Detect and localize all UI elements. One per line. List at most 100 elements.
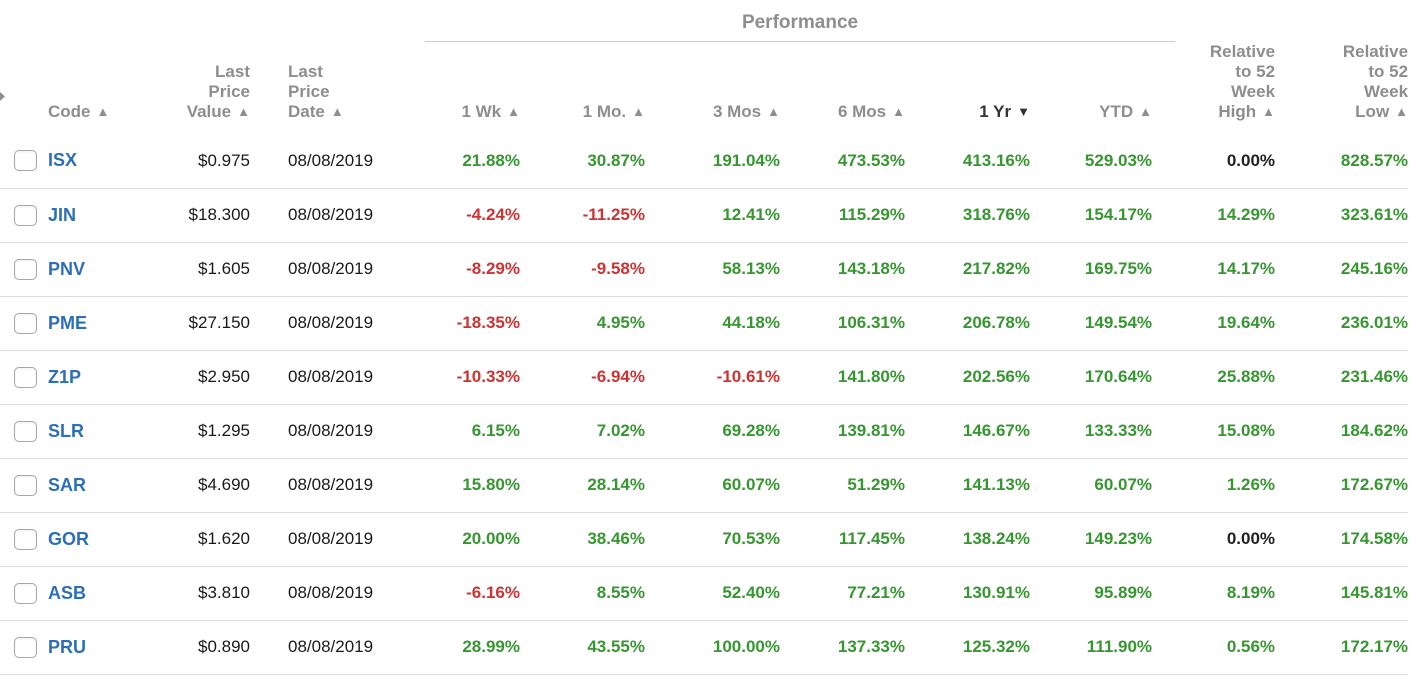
row-checkbox[interactable] <box>14 366 37 388</box>
stock-code-link[interactable]: PRU <box>48 636 87 657</box>
perf-6mos: 473.53% <box>837 150 905 170</box>
perf-3mos: 100.00% <box>712 637 780 656</box>
perf-1wk: -8.29% <box>466 259 520 278</box>
column-header-date[interactable]: Last Price Date ▲ <box>288 62 344 121</box>
rel-52wk-low: 174.58% <box>1340 529 1409 548</box>
perf-1yr: 146.67% <box>962 421 1030 440</box>
stock-code-link[interactable]: SLR <box>48 420 84 441</box>
table-row: Z1P $2.950 08/08/2019 -10.33% -6.94% -10.61% 1… <box>0 350 1409 404</box>
stock-code-link[interactable]: ISX <box>48 150 78 171</box>
last-price-date: 08/08/2019 <box>288 367 374 386</box>
column-header-wk1[interactable]: 1 Wk ▲ <box>461 102 520 121</box>
stock-code-link[interactable]: SAR <box>48 474 87 495</box>
column-header-code[interactable]: Code ▲ <box>48 102 110 121</box>
stock-code-cell: PRU <box>44 620 116 674</box>
sort-asc-icon: ▲ <box>1139 104 1153 119</box>
stock-code-cell: PNV <box>44 242 116 296</box>
table-row: SAR $4.690 08/08/2019 15.80% 28.14% 60.07% 51.… <box>0 458 1409 512</box>
column-header-mos6[interactable]: 6 Mos ▲ <box>837 102 905 121</box>
stock-code-cell: SAR <box>44 458 116 512</box>
group-header-spacer-left <box>0 0 376 42</box>
sort-desc-icon: ▼ <box>1017 104 1030 119</box>
row-checkbox[interactable] <box>14 150 37 172</box>
perf-1mo: 8.55% <box>596 583 645 602</box>
row-checkbox[interactable] <box>14 204 37 226</box>
perf-1wk: -18.35% <box>456 313 520 332</box>
stock-code-link[interactable]: ASB <box>48 582 87 603</box>
perf-3mos: 70.53% <box>722 529 780 548</box>
column-header-yr1[interactable]: 1 Yr ▼ <box>979 102 1030 121</box>
perf-3mos: 52.40% <box>722 583 780 602</box>
perf-ytd: 149.23% <box>1084 529 1153 548</box>
stock-code-link[interactable]: JIN <box>48 204 77 225</box>
performance-group-header: Performance <box>376 0 1176 42</box>
column-header-rel_high[interactable]: Relative to 52 Week High ▲ <box>1209 42 1276 121</box>
clipped-sort-arrow-fragment <box>0 92 5 101</box>
column-header-mo1[interactable]: 1 Mo. ▲ <box>582 102 645 121</box>
stock-code-link[interactable]: GOR <box>48 528 90 549</box>
last-price-value: $4.690 <box>198 475 250 494</box>
perf-1yr: 141.13% <box>962 475 1030 494</box>
row-checkbox[interactable] <box>14 636 37 658</box>
stock-code-cell: ISX <box>44 134 116 188</box>
perf-ytd: 169.75% <box>1084 259 1153 278</box>
row-select-cell <box>0 404 44 458</box>
row-checkbox[interactable] <box>14 474 37 496</box>
sort-asc-icon: ▲ <box>892 104 905 119</box>
perf-1mo: 28.14% <box>587 475 645 494</box>
row-checkbox[interactable] <box>14 528 37 550</box>
sort-asc-icon: ▲ <box>507 104 520 119</box>
row-select-cell <box>0 134 44 188</box>
stock-code-cell: PME <box>44 296 116 350</box>
table-header: Performance Code ▲ Last Price Value ▲ Last Pric… <box>0 0 1408 134</box>
last-price-date: 08/08/2019 <box>288 205 374 224</box>
perf-1yr: 217.82% <box>962 259 1030 278</box>
group-header-row: Performance <box>0 0 1408 42</box>
perf-3mos: 69.28% <box>722 421 780 440</box>
stock-code-link[interactable]: PME <box>48 312 88 333</box>
column-header-mos3[interactable]: 3 Mos ▲ <box>712 102 780 121</box>
row-select-cell <box>0 620 44 674</box>
perf-ytd: 149.54% <box>1084 313 1153 332</box>
perf-1wk: 21.88% <box>462 150 520 170</box>
rel-52wk-low: 184.62% <box>1340 421 1409 440</box>
stock-code-link[interactable]: PNV <box>48 258 86 279</box>
perf-3mos: -10.61% <box>716 367 780 386</box>
rel-52wk-high: 0.00% <box>1226 529 1276 548</box>
table-row: PNV $1.605 08/08/2019 -8.29% -9.58% 58.13% 143… <box>0 242 1409 296</box>
rel-52wk-high: 8.19% <box>1226 583 1276 602</box>
perf-1yr: 206.78% <box>962 313 1030 332</box>
stock-code-cell: SLR <box>44 404 116 458</box>
row-checkbox[interactable] <box>14 420 37 442</box>
perf-6mos: 115.29% <box>838 205 905 224</box>
table-row: ASB $3.810 08/08/2019 -6.16% 8.55% 52.40% 77.2… <box>0 566 1409 620</box>
row-checkbox[interactable] <box>14 312 37 334</box>
perf-6mos: 141.80% <box>837 367 905 386</box>
column-header-ytd[interactable]: YTD ▲ <box>1099 102 1153 121</box>
rel-52wk-low: 231.46% <box>1340 367 1409 386</box>
table-row: PRU $0.890 08/08/2019 28.99% 43.55% 100.00% 13… <box>0 620 1409 674</box>
stock-code-link[interactable]: Z1P <box>48 366 82 387</box>
perf-1mo: 30.87% <box>587 150 645 170</box>
perf-1wk: 20.00% <box>462 529 520 548</box>
column-header-rel_low[interactable]: Relative to 52 Week Low ▲ <box>1342 42 1409 121</box>
last-price-date: 08/08/2019 <box>288 313 374 332</box>
column-header-value[interactable]: Last Price Value ▲ <box>186 62 250 121</box>
sort-asc-icon: ▲ <box>1395 104 1409 119</box>
rel-52wk-high: 0.00% <box>1226 150 1276 170</box>
perf-1wk: -4.24% <box>466 205 520 224</box>
last-price-date: 08/08/2019 <box>288 529 374 548</box>
table-body: ISX $0.975 08/08/2019 21.88% 30.87% 191.04% 47… <box>0 134 1409 674</box>
perf-1mo: 38.46% <box>587 529 645 548</box>
row-checkbox[interactable] <box>14 582 37 604</box>
row-select-cell <box>0 188 44 242</box>
row-select-cell <box>0 350 44 404</box>
perf-1mo: -9.58% <box>591 259 645 278</box>
row-checkbox[interactable] <box>14 258 37 280</box>
table-row: JIN $18.300 08/08/2019 -4.24% -11.25% 12.41% 1… <box>0 188 1409 242</box>
rel-52wk-high: 14.17% <box>1217 259 1276 278</box>
rel-52wk-low: 828.57% <box>1340 150 1409 170</box>
last-price-value: $3.810 <box>198 583 250 602</box>
perf-6mos: 51.29% <box>847 475 905 494</box>
rel-52wk-low: 145.81% <box>1340 583 1409 602</box>
